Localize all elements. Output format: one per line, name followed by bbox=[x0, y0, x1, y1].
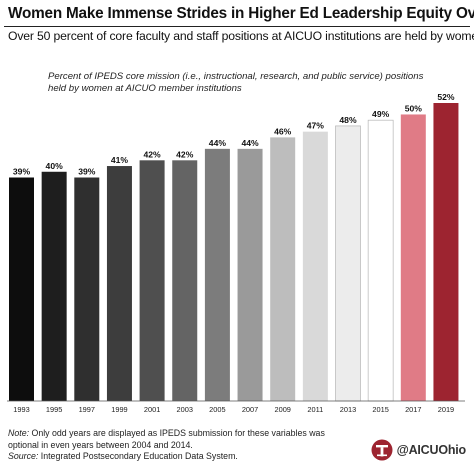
value-label-2007: 44% bbox=[241, 138, 259, 148]
page-title: Women Make Immense Strides in Higher Ed … bbox=[8, 5, 474, 22]
brand-handle-text: @AICUOhio bbox=[396, 443, 467, 457]
footnote-note: Note: Only odd years are displayed as IP… bbox=[8, 428, 348, 451]
bar-1999 bbox=[106, 166, 132, 401]
x-tick-2011: 2011 bbox=[307, 405, 323, 414]
value-label-2009: 46% bbox=[274, 126, 292, 136]
note-text: Only odd years are displayed as IPEDS su… bbox=[8, 428, 325, 450]
chart-caption-line-2: held by women at AICUO member institutio… bbox=[48, 83, 242, 94]
value-label-1997: 39% bbox=[78, 167, 96, 177]
bar-2007 bbox=[237, 148, 263, 401]
x-tick-1995: 1995 bbox=[46, 405, 62, 414]
value-label-2001: 42% bbox=[143, 149, 161, 159]
x-tick-2013: 2013 bbox=[340, 405, 356, 414]
bar-2001 bbox=[139, 160, 165, 401]
bar-2005 bbox=[204, 148, 230, 401]
x-tick-2001: 2001 bbox=[144, 405, 160, 414]
x-tick-2019: 2019 bbox=[438, 405, 454, 414]
bar-2009 bbox=[270, 137, 296, 401]
value-label-1999: 41% bbox=[111, 155, 129, 165]
brand-handle: @AICUOhio bbox=[371, 439, 466, 461]
value-label-1993: 39% bbox=[13, 167, 31, 177]
x-tick-2015: 2015 bbox=[372, 405, 388, 414]
x-tick-1993: 1993 bbox=[13, 405, 29, 414]
value-label-2019: 52% bbox=[437, 92, 455, 102]
value-label-2005: 44% bbox=[209, 138, 227, 148]
value-label-1995: 40% bbox=[46, 161, 64, 171]
x-tick-2007: 2007 bbox=[242, 405, 258, 414]
bar-2017 bbox=[400, 114, 426, 401]
bar-2011 bbox=[302, 131, 328, 401]
x-tick-1999: 1999 bbox=[111, 405, 127, 414]
x-tick-2017: 2017 bbox=[405, 405, 421, 414]
value-label-2013: 48% bbox=[339, 115, 357, 125]
x-tick-2005: 2005 bbox=[209, 405, 225, 414]
bar-1997 bbox=[74, 177, 100, 401]
chart-caption-line-1: Percent of IPEDS core mission (i.e., ins… bbox=[48, 71, 424, 82]
page-subtitle: Over 50 percent of core faculty and staf… bbox=[8, 29, 474, 43]
value-label-2011: 47% bbox=[307, 121, 325, 131]
source-label: Source: bbox=[8, 451, 39, 461]
value-label-2003: 42% bbox=[176, 149, 194, 159]
bar-1993 bbox=[9, 177, 34, 401]
value-label-2017: 50% bbox=[405, 103, 423, 113]
source-text: Integrated Postsecondary Education Data … bbox=[38, 451, 238, 461]
bar-2015 bbox=[367, 119, 394, 402]
x-tick-2009: 2009 bbox=[274, 405, 290, 414]
footnote: Note: Only odd years are displayed as IP… bbox=[8, 428, 348, 463]
bar-2013 bbox=[335, 125, 361, 402]
x-tick-1997: 1997 bbox=[79, 405, 95, 414]
bars-layer: 39% 1993 40% 1995 39% 1997 41% 1999 42% 2001 42% 20… bbox=[9, 92, 459, 414]
bar-1995 bbox=[41, 171, 67, 401]
aicuo-logo-icon bbox=[371, 439, 393, 461]
footnote-source: Source: Integrated Postsecondary Educati… bbox=[8, 451, 348, 463]
value-label-2015: 49% bbox=[372, 109, 390, 119]
x-tick-2003: 2003 bbox=[177, 405, 193, 414]
bar-2019 bbox=[433, 103, 459, 401]
note-label: Note: bbox=[8, 428, 30, 438]
title-divider bbox=[4, 26, 470, 27]
bar-2003 bbox=[172, 160, 198, 401]
